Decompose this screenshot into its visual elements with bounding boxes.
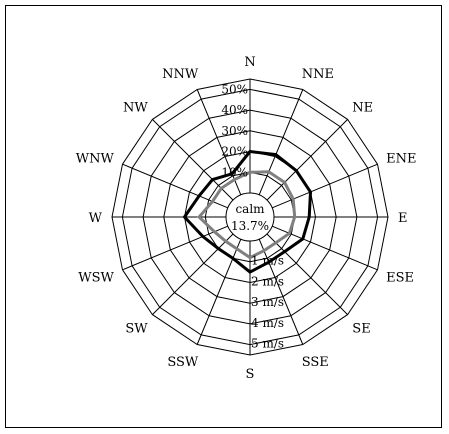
direction-label: SSW xyxy=(167,355,199,370)
direction-label: NNW xyxy=(162,67,199,82)
ring-label: 30% xyxy=(221,124,248,138)
series-polygon xyxy=(182,149,313,274)
direction-label: W xyxy=(89,211,103,226)
grid-spoke xyxy=(196,239,242,345)
ring-label: 50% xyxy=(221,82,248,96)
direction-label: NE xyxy=(352,101,373,116)
ring-label: 20% xyxy=(221,145,248,159)
labels: N NNE NE ENE E ESE SE SSE S SSW SW WSW W WNW NW NNW 10% 2… xyxy=(76,55,417,382)
direction-label: SSE xyxy=(302,355,329,370)
direction-label: E xyxy=(398,211,408,226)
grid-spoke xyxy=(266,119,348,201)
speed-label: 4 m/s xyxy=(251,316,284,330)
ring-label: 40% xyxy=(221,103,248,117)
speed-label: 1 m/s xyxy=(251,254,284,268)
direction-label: WSW xyxy=(78,271,114,286)
direction-label: SE xyxy=(352,321,370,336)
grid-spoke xyxy=(258,89,304,195)
speed-label: 3 m/s xyxy=(251,295,284,309)
ring-label: 10% xyxy=(221,165,248,179)
calm-circle xyxy=(225,192,275,242)
series-layer xyxy=(182,149,313,274)
grid-spoke xyxy=(152,119,234,201)
chart-frame: calm 13.7% N NNE NE ENE E ESE SE SSE S SSW SW WSW W W… xyxy=(5,5,442,428)
speed-label: 5 m/s xyxy=(251,337,284,351)
calm-label: calm xyxy=(235,202,265,216)
grid-spoke xyxy=(152,233,234,315)
direction-label: SW xyxy=(125,321,148,336)
calm-circle-group: calm 13.7% xyxy=(225,192,275,242)
grid-spoke xyxy=(258,239,304,345)
speed-label: 2 m/s xyxy=(251,275,284,289)
direction-label: ESE xyxy=(386,271,414,286)
grid-spoke xyxy=(196,89,242,195)
wind-rose-chart: calm 13.7% N NNE NE ENE E ESE SE SSE S SSW SW WSW W W… xyxy=(76,55,417,382)
direction-label: N xyxy=(244,55,255,70)
direction-label: ENE xyxy=(386,151,416,166)
calm-value: 13.7% xyxy=(231,219,269,233)
grid-spoke xyxy=(266,233,348,315)
grid-spoke xyxy=(122,225,228,271)
grid-spoke xyxy=(122,163,228,209)
series-polygon xyxy=(197,170,297,260)
grid-spoke xyxy=(272,163,378,209)
direction-label: NNE xyxy=(302,67,334,82)
direction-label: S xyxy=(246,367,255,382)
direction-label: NW xyxy=(123,101,148,116)
direction-label: WNW xyxy=(76,151,115,166)
